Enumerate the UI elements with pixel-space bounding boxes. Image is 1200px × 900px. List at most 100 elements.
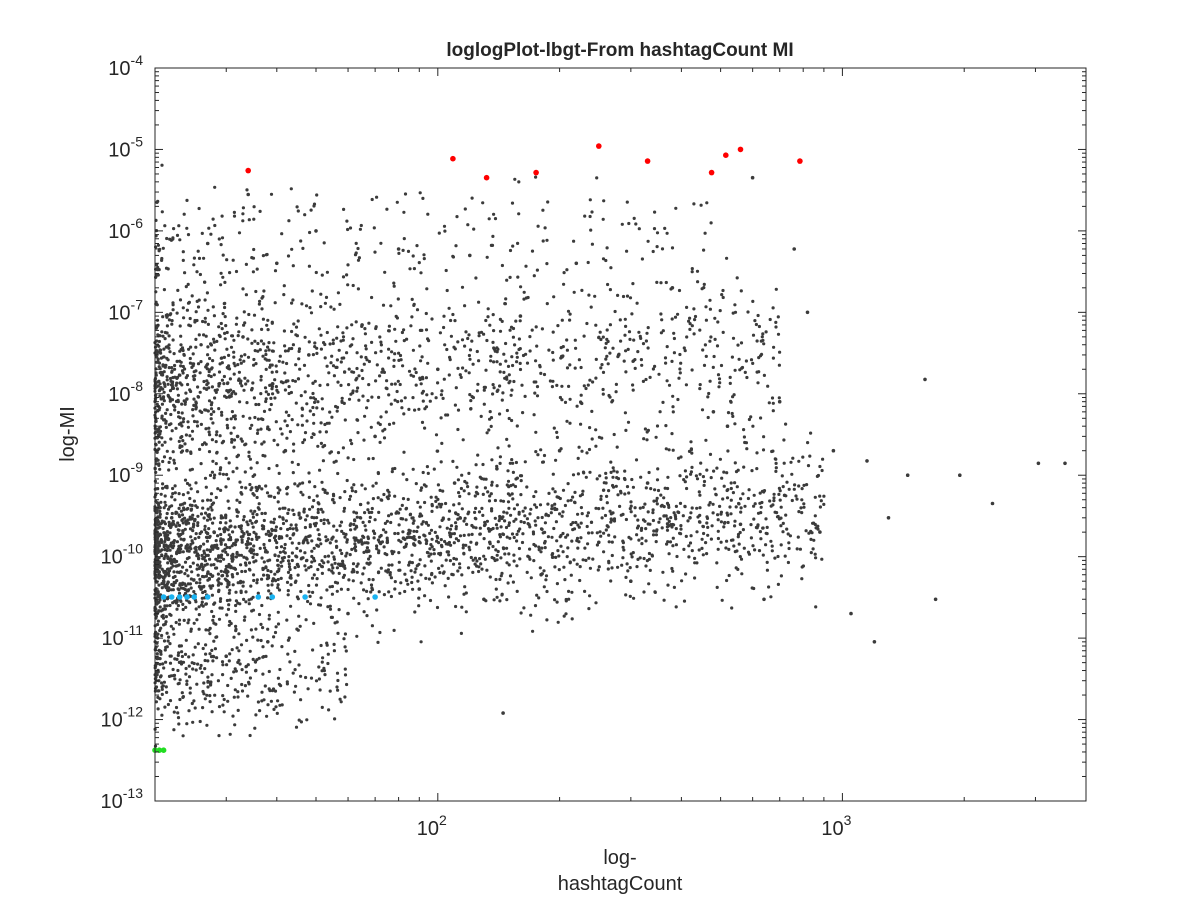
cloud-dot: [157, 570, 161, 574]
cloud-dot: [393, 580, 397, 584]
cloud-dot: [252, 552, 256, 556]
cloud-dot: [487, 499, 492, 503]
cloud-dot: [165, 530, 169, 534]
cloud-dot: [276, 699, 280, 703]
cloud-dot: [570, 617, 574, 621]
cloud-dot: [507, 521, 511, 525]
cloud-dot: [646, 346, 650, 350]
cloud-dot: [441, 396, 445, 400]
cloud-dot: [197, 535, 201, 540]
cloud-dot: [462, 489, 466, 493]
cloud-dot: [446, 576, 450, 581]
cloud-dot: [327, 521, 331, 525]
cloud-dot: [166, 507, 171, 511]
cloud-dot: [162, 599, 166, 603]
cloud-dot: [628, 566, 632, 570]
cloud-dot: [398, 507, 402, 511]
cloud-dot: [323, 422, 327, 427]
cloud-dot: [454, 527, 458, 531]
cloud-dot: [711, 365, 715, 369]
cloud-dot: [204, 365, 208, 369]
cloud-dot: [774, 325, 778, 329]
cloud-dot: [170, 398, 175, 402]
cloud-dot: [655, 502, 659, 506]
cloud-dot: [229, 566, 233, 570]
cloud-dot: [779, 524, 783, 528]
cloud-dot: [163, 522, 167, 526]
cloud-dot: [561, 510, 565, 514]
cloud-dot: [671, 536, 675, 540]
cloud-dot: [218, 334, 222, 339]
cloud-dot: [622, 359, 626, 363]
cloud-dot: [259, 392, 263, 396]
cloud-dot: [676, 312, 680, 316]
cloud-dot: [471, 525, 475, 529]
cloud-dot: [243, 470, 247, 474]
cloud-dot: [203, 697, 207, 701]
cloud-dot: [320, 571, 324, 576]
cloud-dot: [698, 383, 702, 387]
cloud-dot: [614, 484, 618, 488]
cloud-dot: [188, 483, 192, 487]
cloud-dot: [158, 425, 162, 429]
cloud-dot: [657, 520, 661, 524]
cloud-dot: [318, 688, 322, 692]
cloud-dot: [342, 207, 346, 211]
cloud-dot: [176, 410, 181, 415]
cloud-dot: [261, 354, 265, 358]
cloud-dot: [285, 361, 289, 366]
cloud-dot: [222, 374, 226, 379]
cloud-dot: [581, 489, 585, 493]
cloud-dot: [208, 557, 212, 561]
cloud-dot: [344, 554, 348, 558]
data-point: [302, 594, 308, 600]
cloud-dot: [578, 578, 582, 583]
cloud-dot: [616, 565, 620, 569]
cloud-dot: [270, 370, 274, 374]
cloud-dot: [330, 536, 334, 541]
data-point: [805, 310, 810, 315]
cloud-dot: [625, 562, 629, 566]
cloud-dot: [335, 528, 339, 532]
cloud-dot: [755, 451, 759, 455]
cloud-dot: [598, 330, 602, 334]
cloud-dot: [250, 328, 254, 332]
cloud-dot: [174, 383, 178, 387]
cloud-dot: [211, 421, 215, 425]
cloud-dot: [322, 521, 326, 526]
cloud-dot: [188, 388, 192, 392]
cloud-dot: [408, 512, 413, 516]
cloud-dot: [163, 705, 167, 709]
cloud-dot: [328, 541, 332, 545]
cloud-dot: [401, 364, 405, 368]
cloud-dot: [157, 389, 161, 393]
cloud-dot: [685, 305, 689, 309]
cloud-dot: [761, 553, 765, 557]
cloud-dot: [729, 481, 733, 485]
cloud-dot: [221, 694, 225, 698]
cloud-dot: [789, 460, 793, 464]
cloud-dot: [726, 520, 730, 525]
cloud-dot: [392, 421, 396, 425]
cloud-dot: [742, 428, 746, 432]
cloud-dot: [230, 437, 234, 442]
data-point: [762, 597, 766, 602]
cloud-dot: [244, 262, 248, 266]
cloud-dot: [597, 435, 602, 439]
cloud-dot: [420, 375, 425, 379]
cloud-dot: [474, 276, 478, 280]
cloud-dot: [335, 589, 339, 593]
cloud-dot: [224, 564, 228, 569]
cloud-dot: [325, 270, 329, 274]
cloud-dot: [667, 524, 671, 528]
cloud-dot: [157, 583, 161, 587]
cloud-dot: [189, 507, 194, 511]
cloud-dot: [196, 642, 200, 646]
cloud-dot: [179, 543, 183, 547]
cloud-dot: [161, 482, 165, 486]
cloud-dot: [290, 301, 294, 305]
cloud-dot: [206, 531, 210, 535]
cloud-dot: [783, 554, 787, 558]
cloud-dot: [623, 492, 627, 496]
cloud-dot: [532, 494, 536, 499]
